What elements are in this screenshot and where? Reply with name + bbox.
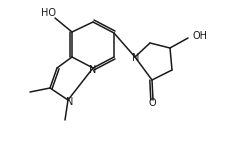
Text: OH: OH — [193, 31, 208, 41]
Text: N: N — [89, 65, 97, 75]
Text: HO: HO — [41, 8, 56, 18]
Text: N: N — [66, 97, 74, 107]
Text: N: N — [132, 53, 140, 63]
Text: O: O — [148, 98, 156, 108]
